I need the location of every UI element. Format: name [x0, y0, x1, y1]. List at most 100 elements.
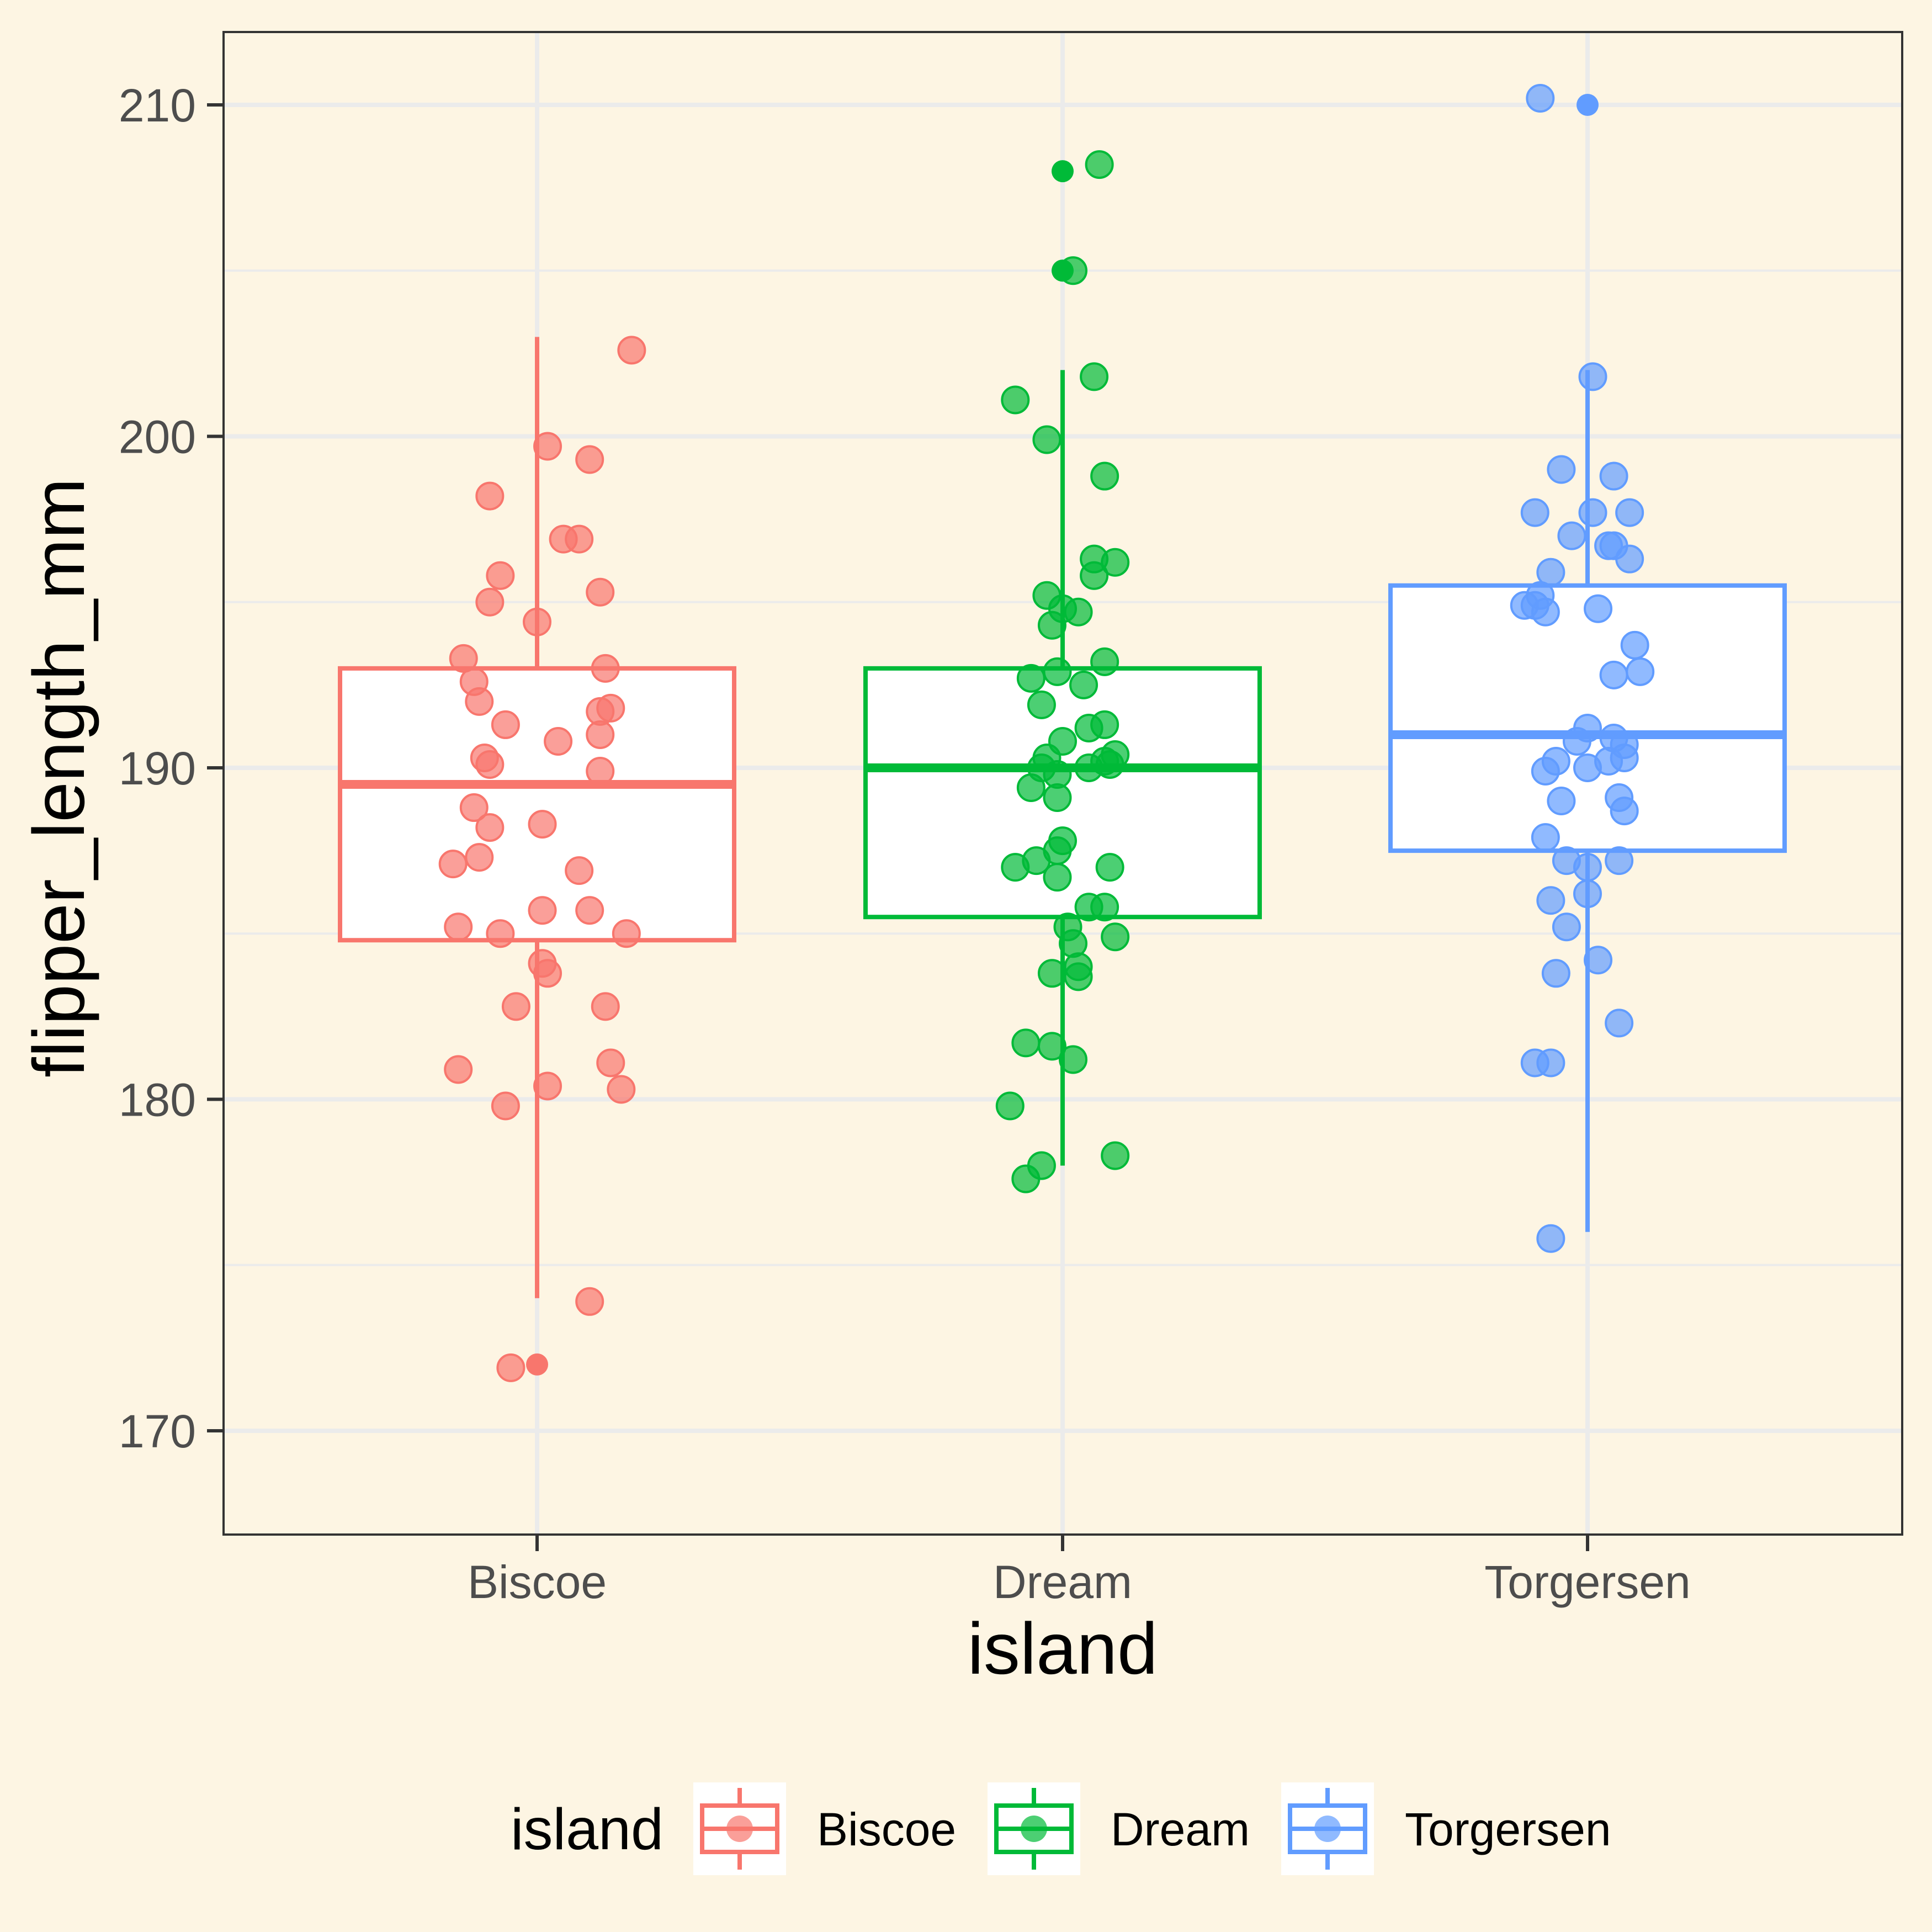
data-point: [1059, 256, 1088, 285]
data-point: [1037, 959, 1066, 988]
points-dream: [995, 150, 1130, 1193]
y-tick-label: 190: [119, 742, 196, 794]
y-tick-label: 170: [119, 1405, 196, 1457]
data-point: [1573, 753, 1602, 782]
data-point: [1016, 773, 1045, 803]
data-point: [475, 813, 505, 842]
data-point: [491, 710, 520, 739]
legend-key-point: [726, 1816, 753, 1842]
outlier-point: [1577, 94, 1599, 116]
data-point: [528, 810, 557, 839]
y-tick-label: 180: [119, 1074, 196, 1126]
data-point: [533, 1071, 562, 1101]
points-torgersen: [1510, 83, 1655, 1253]
box-biscoe: [338, 337, 736, 1376]
data-point: [1536, 558, 1565, 587]
data-point: [1620, 630, 1649, 660]
y-tick-label: 200: [119, 411, 196, 463]
data-point: [1074, 713, 1103, 742]
data-point: [444, 912, 473, 942]
data-point: [1090, 647, 1119, 676]
data-point: [1090, 461, 1119, 491]
data-point: [444, 1055, 473, 1084]
data-point: [1605, 1009, 1634, 1038]
data-point: [586, 720, 615, 749]
data-point: [1510, 591, 1539, 620]
data-point: [528, 896, 557, 925]
data-point: [1095, 750, 1124, 779]
data-point: [596, 693, 625, 723]
data-point: [1064, 597, 1093, 627]
data-point: [1573, 853, 1602, 882]
x-tick-label: Torgersen: [1484, 1556, 1691, 1608]
legend-item-torgersen: Torgersen: [1281, 1782, 1611, 1875]
data-point: [486, 561, 515, 590]
data-point: [486, 919, 515, 948]
box-iqr: [338, 666, 736, 943]
legend-key-point: [1021, 1816, 1047, 1842]
data-point: [475, 750, 505, 779]
data-point: [1610, 797, 1639, 826]
outlier-point: [1052, 160, 1074, 183]
data-point: [617, 336, 646, 365]
data-point: [591, 992, 620, 1021]
data-point: [1562, 726, 1591, 756]
legend-item-biscoe: Biscoe: [693, 1782, 956, 1875]
data-point: [465, 687, 494, 716]
data-point: [1037, 611, 1066, 640]
data-point: [1610, 743, 1639, 772]
data-point: [438, 850, 468, 879]
data-point: [586, 577, 615, 607]
data-point: [1016, 664, 1045, 693]
data-point: [1032, 425, 1061, 454]
data-point: [1085, 150, 1114, 179]
data-point: [995, 1091, 1025, 1121]
data-point: [1043, 863, 1072, 892]
data-point: [607, 1075, 636, 1104]
x-tick-label: Dream: [993, 1556, 1132, 1608]
data-point: [1037, 1032, 1066, 1061]
legend: island Biscoe Dream Torgersen: [511, 1782, 1611, 1875]
legend-label: Dream: [1111, 1803, 1250, 1855]
data-point: [1536, 886, 1565, 915]
outlier-point: [526, 1353, 548, 1376]
data-point: [1022, 846, 1051, 875]
data-point: [1547, 787, 1576, 816]
data-point: [1520, 498, 1549, 527]
data-point: [1626, 657, 1655, 686]
data-point: [1599, 461, 1628, 491]
data-point: [1536, 1048, 1565, 1078]
data-point: [1043, 783, 1072, 813]
data-point: [586, 757, 615, 786]
data-point: [459, 793, 489, 822]
data-point: [1584, 594, 1613, 623]
data-point: [1557, 521, 1586, 550]
data-point: [449, 644, 478, 673]
data-point: [533, 432, 562, 461]
data-point: [565, 524, 594, 554]
data-point: [575, 896, 604, 925]
data-point: [1059, 1045, 1088, 1074]
data-point: [575, 1287, 604, 1316]
data-point: [1615, 544, 1644, 574]
point-layer: [438, 83, 1655, 1382]
data-point: [1095, 853, 1124, 882]
data-point: [465, 843, 494, 872]
data-point: [475, 481, 505, 511]
data-point: [1011, 1164, 1041, 1193]
data-point: [1101, 1141, 1130, 1170]
y-axis-title: flipper_length_mm: [18, 478, 99, 1078]
data-point: [1069, 670, 1098, 699]
data-point: [1578, 362, 1607, 391]
legend-item-dream: Dream: [988, 1782, 1250, 1875]
data-point: [1615, 498, 1644, 527]
data-point: [575, 445, 604, 474]
axis-layer: 170 180 190 200 210 Biscoe Dream Torgersen: [119, 31, 1903, 1608]
data-point: [1584, 946, 1613, 975]
data-point: [1101, 922, 1130, 952]
data-point: [1531, 757, 1560, 786]
data-point: [501, 992, 530, 1021]
data-point: [1011, 1028, 1041, 1058]
data-point: [544, 726, 573, 756]
data-point: [591, 654, 620, 683]
